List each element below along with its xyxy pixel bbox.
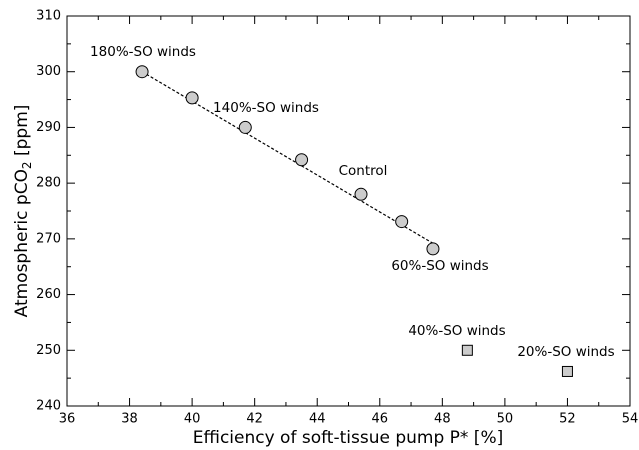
- x-tick-label: 42: [246, 412, 263, 427]
- x-tick-label: 54: [622, 412, 639, 427]
- annotation: 180%-SO winds: [90, 44, 196, 60]
- y-tick-label: 260: [36, 287, 61, 302]
- y-axis-title-sub: 2: [20, 161, 34, 169]
- y-tick-label: 270: [36, 231, 61, 246]
- x-axis-title: Efficiency of soft-tissue pump P* [%]: [193, 428, 503, 448]
- y-tick-label: 250: [36, 343, 61, 358]
- y-axis-title-part: Atmospheric pCO: [12, 169, 32, 317]
- annotation: 40%-SO winds: [408, 323, 505, 339]
- y-tick-label: 280: [36, 176, 61, 191]
- circle-point: [426, 242, 440, 256]
- y-tick-label: 300: [36, 64, 61, 79]
- circle-point: [395, 215, 409, 229]
- square-point: [561, 365, 573, 377]
- circle-point: [295, 153, 309, 167]
- x-tick-label: 50: [497, 412, 514, 427]
- y-axis-title-part: [ppm]: [12, 105, 32, 162]
- x-tick-label: 48: [434, 412, 451, 427]
- x-tick-label: 38: [121, 412, 138, 427]
- x-tick-label: 44: [309, 412, 326, 427]
- y-tick-label: 310: [36, 9, 61, 24]
- circle-point: [354, 187, 368, 201]
- x-tick-label: 52: [559, 412, 576, 427]
- circle-point: [185, 91, 199, 105]
- x-tick-label: 40: [184, 412, 201, 427]
- circle-point: [238, 120, 252, 134]
- y-axis-title: Atmospheric pCO2 [ppm]: [12, 105, 34, 318]
- annotation: Control: [339, 163, 388, 179]
- x-tick-label: 46: [372, 412, 389, 427]
- annotation: 140%-SO winds: [213, 100, 319, 116]
- y-tick-label: 290: [36, 120, 61, 135]
- annotation: 60%-SO winds: [391, 258, 488, 274]
- square-point: [461, 344, 473, 356]
- annotation: 20%-SO winds: [517, 344, 614, 360]
- x-tick-label: 36: [59, 412, 76, 427]
- circle-point: [135, 65, 149, 79]
- y-tick-label: 240: [36, 399, 61, 414]
